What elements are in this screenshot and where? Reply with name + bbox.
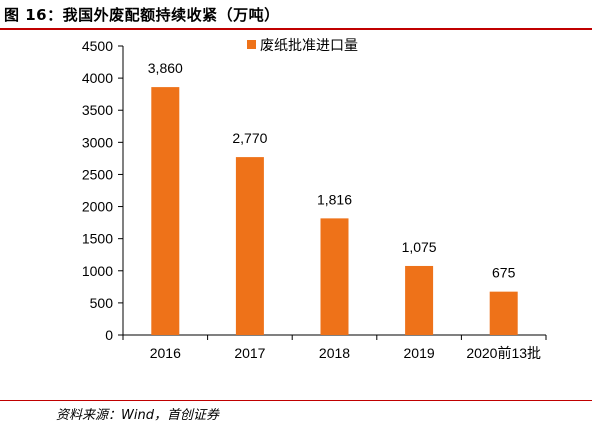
x-tick-label: 2017 bbox=[234, 345, 265, 361]
bar-chart: 0 500 1000 1500 2000 2500 3000 3500 4000 4500 3,8… bbox=[82, 37, 547, 361]
y-tick-label: 4000 bbox=[82, 70, 113, 86]
legend-swatch bbox=[247, 40, 256, 49]
bar bbox=[151, 87, 180, 335]
y-tick-label: 1000 bbox=[82, 263, 113, 279]
bar bbox=[405, 265, 434, 335]
bar-data-label: 3,860 bbox=[148, 60, 183, 76]
y-tick-label: 0 bbox=[105, 327, 113, 343]
x-tick-label: 2019 bbox=[404, 345, 435, 361]
bar-data-label: 675 bbox=[492, 265, 516, 281]
bar bbox=[489, 291, 518, 335]
source-note: 资料来源：Wind，首创证券 bbox=[56, 408, 219, 423]
y-tick-label: 2500 bbox=[82, 166, 113, 182]
title-underline bbox=[0, 28, 592, 30]
y-tick-label: 3500 bbox=[82, 102, 113, 118]
x-tick-label: 2020前13批 bbox=[466, 345, 541, 361]
bar bbox=[320, 218, 349, 335]
figure-title: 图 16：我国外废配额持续收紧（万吨） bbox=[4, 6, 280, 24]
y-tick-label: 500 bbox=[90, 295, 114, 311]
bar-data-label: 1,075 bbox=[402, 239, 437, 255]
chart-axes: 0 500 1000 1500 2000 2500 3000 3500 4000 4500 bbox=[82, 38, 547, 343]
source-rule bbox=[0, 400, 592, 401]
y-tick-label: 1500 bbox=[82, 231, 113, 247]
bar-data-label: 1,816 bbox=[317, 191, 352, 207]
x-tick-label: 2016 bbox=[150, 345, 181, 361]
y-tick-label: 3000 bbox=[82, 134, 113, 150]
y-tick-label: 2000 bbox=[82, 199, 113, 215]
x-tick-label: 2018 bbox=[319, 345, 350, 361]
bar bbox=[235, 157, 264, 335]
bar-data-label: 2,770 bbox=[232, 130, 267, 146]
chart-legend: 废纸批准进口量 bbox=[247, 37, 358, 53]
y-tick-label: 4500 bbox=[82, 38, 113, 54]
legend-label: 废纸批准进口量 bbox=[260, 37, 358, 53]
chart-bars: 3,860 2016 2,770 2017 1,816 2018 1,075 2019 675 2… bbox=[148, 60, 541, 361]
